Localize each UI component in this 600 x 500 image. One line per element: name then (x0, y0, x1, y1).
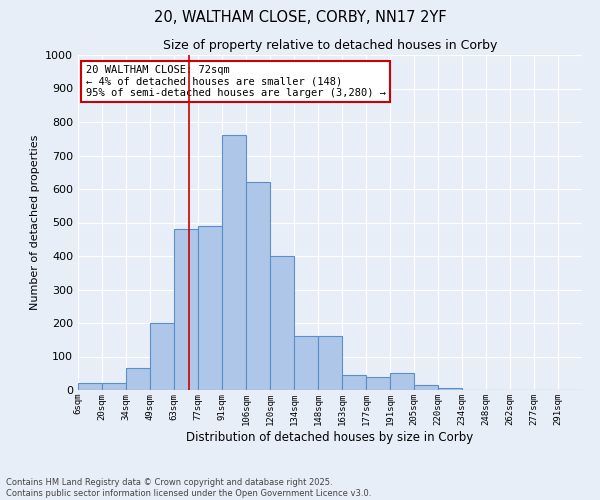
Bar (438, 388, 462, 390)
Bar (198, 226, 222, 390)
Bar (342, 375, 366, 390)
X-axis label: Distribution of detached houses by size in Corby: Distribution of detached houses by size … (187, 430, 473, 444)
Bar (78, 384, 102, 390)
Bar (126, 368, 150, 390)
Bar (366, 376, 390, 390)
Bar (102, 384, 126, 390)
Bar (270, 256, 294, 390)
Text: Contains HM Land Registry data © Crown copyright and database right 2025.
Contai: Contains HM Land Registry data © Crown c… (6, 478, 371, 498)
Bar (390, 373, 414, 390)
Bar (222, 136, 246, 390)
Bar (318, 336, 342, 390)
Text: 20, WALTHAM CLOSE, CORBY, NN17 2YF: 20, WALTHAM CLOSE, CORBY, NN17 2YF (154, 10, 446, 25)
Bar (150, 323, 174, 390)
Y-axis label: Number of detached properties: Number of detached properties (29, 135, 40, 310)
Text: 20 WALTHAM CLOSE: 72sqm
← 4% of detached houses are smaller (148)
95% of semi-de: 20 WALTHAM CLOSE: 72sqm ← 4% of detached… (86, 65, 386, 98)
Bar (174, 229, 198, 390)
Bar (246, 182, 270, 390)
Bar (414, 385, 438, 390)
Bar (294, 336, 318, 390)
Title: Size of property relative to detached houses in Corby: Size of property relative to detached ho… (163, 40, 497, 52)
